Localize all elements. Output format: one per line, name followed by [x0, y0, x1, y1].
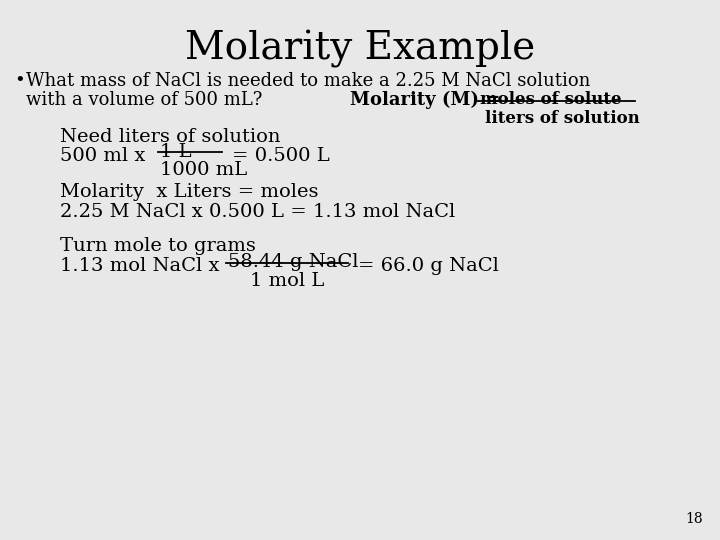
Text: Turn mole to grams: Turn mole to grams	[60, 237, 256, 255]
Text: = 66.0 g NaCl: = 66.0 g NaCl	[358, 257, 499, 275]
Text: 58.44 g NaCl: 58.44 g NaCl	[228, 253, 359, 271]
Text: 18: 18	[685, 512, 703, 526]
Text: = 0.500 L: = 0.500 L	[232, 147, 330, 165]
Text: moles of solute: moles of solute	[480, 91, 621, 108]
Text: What mass of NaCl is needed to make a 2.25 M NaCl solution: What mass of NaCl is needed to make a 2.…	[26, 72, 590, 90]
Text: with a volume of 500 mL?: with a volume of 500 mL?	[26, 91, 262, 109]
Text: 1 mol L: 1 mol L	[250, 272, 325, 290]
Text: Molarity (M) =: Molarity (M) =	[350, 91, 506, 109]
Text: •: •	[14, 72, 24, 90]
Text: Need liters of solution: Need liters of solution	[60, 128, 281, 146]
Text: 2.25 M NaCl x 0.500 L = 1.13 mol NaCl: 2.25 M NaCl x 0.500 L = 1.13 mol NaCl	[60, 203, 455, 221]
Text: 1.13 mol NaCl x: 1.13 mol NaCl x	[60, 257, 220, 275]
Text: 500 ml x: 500 ml x	[60, 147, 145, 165]
Text: liters of solution: liters of solution	[485, 110, 640, 127]
Text: Molarity  x Liters = moles: Molarity x Liters = moles	[60, 183, 318, 201]
Text: 1 L: 1 L	[160, 143, 192, 161]
Text: Molarity Example: Molarity Example	[185, 30, 535, 68]
Text: 1000 mL: 1000 mL	[160, 161, 247, 179]
